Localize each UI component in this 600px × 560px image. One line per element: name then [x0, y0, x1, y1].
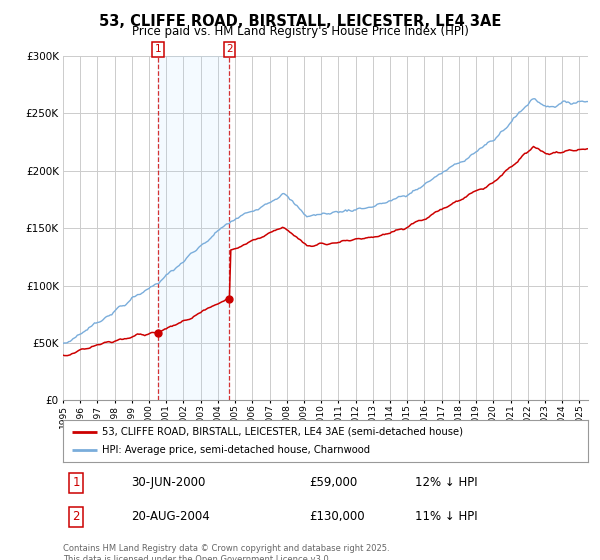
Text: Contains HM Land Registry data © Crown copyright and database right 2025.
This d: Contains HM Land Registry data © Crown c… — [63, 544, 389, 560]
Text: 2: 2 — [73, 510, 80, 523]
Text: 2: 2 — [226, 44, 233, 54]
Text: 1: 1 — [154, 44, 161, 54]
Text: 53, CLIFFE ROAD, BIRSTALL, LEICESTER, LE4 3AE (semi-detached house): 53, CLIFFE ROAD, BIRSTALL, LEICESTER, LE… — [103, 427, 463, 437]
Text: HPI: Average price, semi-detached house, Charnwood: HPI: Average price, semi-detached house,… — [103, 445, 371, 455]
Text: £59,000: £59,000 — [310, 476, 358, 489]
Text: 53, CLIFFE ROAD, BIRSTALL, LEICESTER, LE4 3AE: 53, CLIFFE ROAD, BIRSTALL, LEICESTER, LE… — [99, 14, 501, 29]
Text: £130,000: £130,000 — [310, 510, 365, 523]
Text: 30-JUN-2000: 30-JUN-2000 — [131, 476, 206, 489]
Text: 11% ↓ HPI: 11% ↓ HPI — [415, 510, 478, 523]
Text: 1: 1 — [73, 476, 80, 489]
Text: 20-AUG-2004: 20-AUG-2004 — [131, 510, 210, 523]
Text: 12% ↓ HPI: 12% ↓ HPI — [415, 476, 478, 489]
Text: Price paid vs. HM Land Registry's House Price Index (HPI): Price paid vs. HM Land Registry's House … — [131, 25, 469, 38]
Bar — [158, 56, 229, 400]
